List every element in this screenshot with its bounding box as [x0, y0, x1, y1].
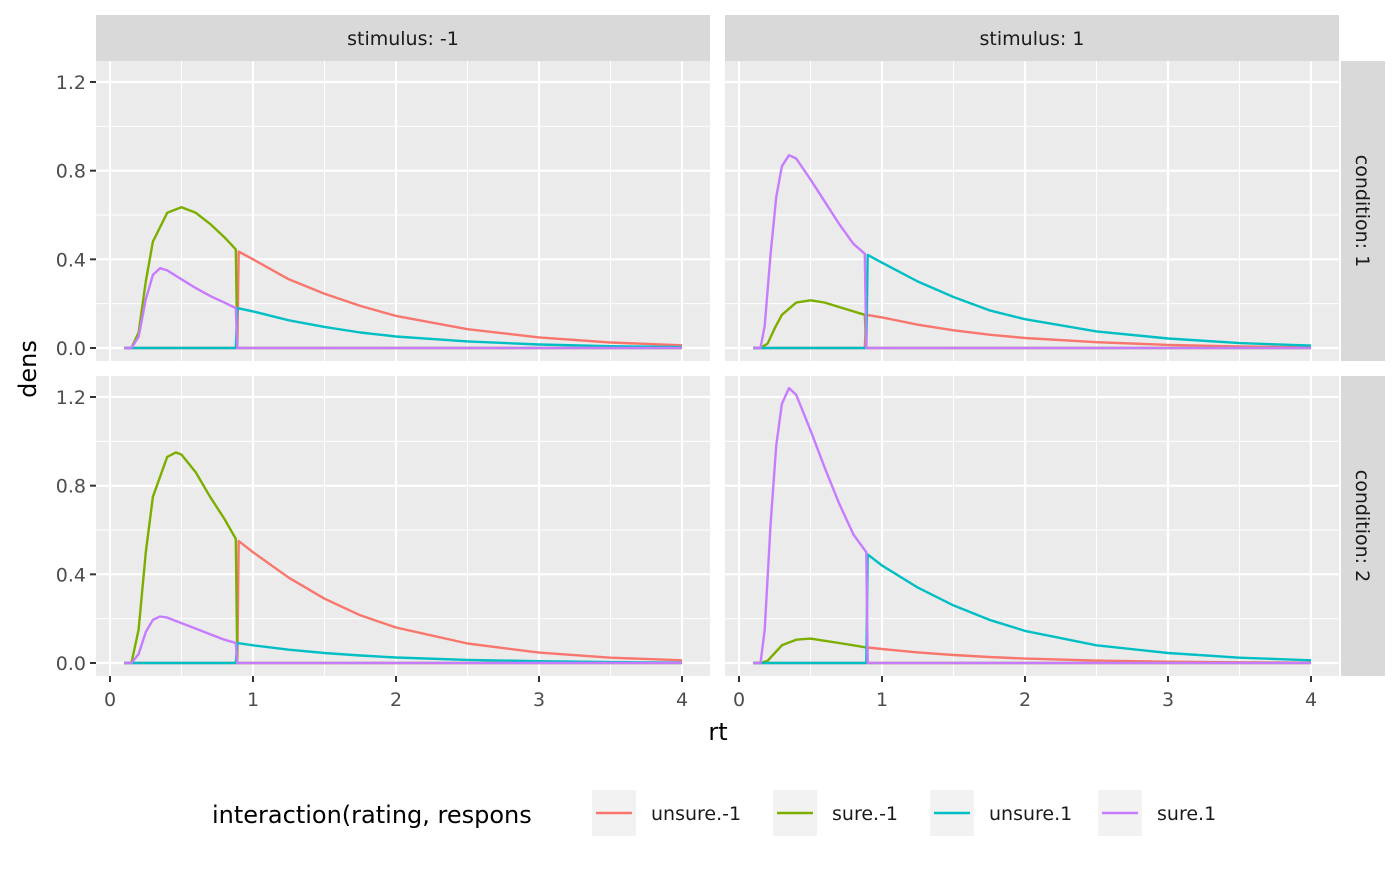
panel-stimulus--1-condition-1 — [96, 61, 710, 361]
panel-stimulus-1-condition-2 — [725, 376, 1339, 676]
panels-layer: stimulus: -1 stimulus: 1 condition: 1 condi… — [56, 15, 1385, 711]
y-tick-label: 0.4 — [56, 564, 86, 586]
panel-background — [96, 61, 710, 361]
y-tick-label: 0.8 — [56, 476, 86, 498]
panel-stimulus-1-condition-1 — [725, 61, 1339, 361]
series-line-sure.1 — [753, 386, 1311, 665]
x-tick-label: 2 — [1019, 689, 1031, 711]
legend-label: sure.1 — [1157, 803, 1216, 825]
x-tick-label: 0 — [733, 689, 745, 711]
y-tick-label: 0.8 — [56, 161, 86, 183]
y-tick-label: 1.2 — [56, 72, 86, 94]
series-line-sure.1 — [124, 267, 682, 350]
legend-item-unsure.1: unsure.1 — [930, 790, 1072, 836]
x-tick-label: 3 — [1162, 689, 1174, 711]
col-strip-label-1: stimulus: -1 — [347, 28, 459, 50]
series-line-sure.1 — [124, 615, 682, 665]
panel-background — [725, 61, 1339, 361]
y-axis-title: dens — [14, 340, 42, 398]
legend-item-sure.-1: sure.-1 — [773, 790, 898, 836]
col-strip-2 — [725, 15, 1339, 61]
series-line-sure.1 — [753, 154, 1311, 350]
legend-label: unsure.1 — [989, 803, 1072, 825]
col-strip-1 — [96, 15, 710, 61]
x-axis-title: rt — [708, 718, 727, 746]
x-tick-label: 4 — [676, 689, 688, 711]
series-line-unsure.-1 — [124, 539, 683, 665]
y-tick-label: 0.0 — [56, 338, 86, 360]
series-line-unsure.1 — [753, 253, 1312, 350]
legend-item-sure.1: sure.1 — [1098, 790, 1216, 836]
series-line-unsure.-1 — [124, 250, 683, 350]
row-strip-2 — [1341, 376, 1385, 676]
row-strip-1 — [1341, 61, 1385, 361]
legend: unsure.-1 sure.-1 unsure.1 sure.1 — [592, 790, 1216, 836]
x-tick-label: 4 — [1305, 689, 1317, 711]
x-tick-label: 3 — [533, 689, 545, 711]
series-line-sure.-1 — [124, 451, 682, 665]
x-tick-label: 2 — [390, 689, 402, 711]
y-tick-label: 1.2 — [56, 387, 86, 409]
legend-item-unsure.-1: unsure.-1 — [592, 790, 741, 836]
panel-background — [96, 376, 710, 676]
legend-label: sure.-1 — [832, 803, 898, 825]
x-tick-label: 1 — [876, 689, 888, 711]
row-strip-label-1: condition: 1 — [1351, 155, 1373, 267]
legend-label: unsure.-1 — [651, 803, 741, 825]
col-strip-label-2: stimulus: 1 — [980, 28, 1085, 50]
panel-stimulus--1-condition-2 — [96, 376, 710, 676]
panel-background — [725, 376, 1339, 676]
y-tick-label: 0.4 — [56, 249, 86, 271]
y-tick-label: 0.0 — [56, 653, 86, 675]
row-strip-label-2: condition: 2 — [1351, 470, 1373, 582]
x-tick-label: 0 — [104, 689, 116, 711]
x-tick-label: 1 — [247, 689, 259, 711]
legend-title: interaction(rating, respons — [212, 801, 532, 829]
